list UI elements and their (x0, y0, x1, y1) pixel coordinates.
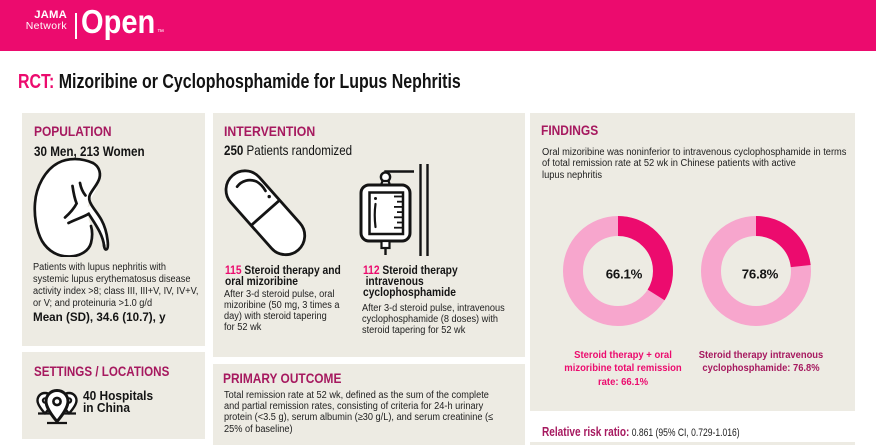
svg-text:76.8%: 76.8% (742, 266, 779, 281)
svg-text:66.1%: 66.1% (606, 266, 643, 281)
